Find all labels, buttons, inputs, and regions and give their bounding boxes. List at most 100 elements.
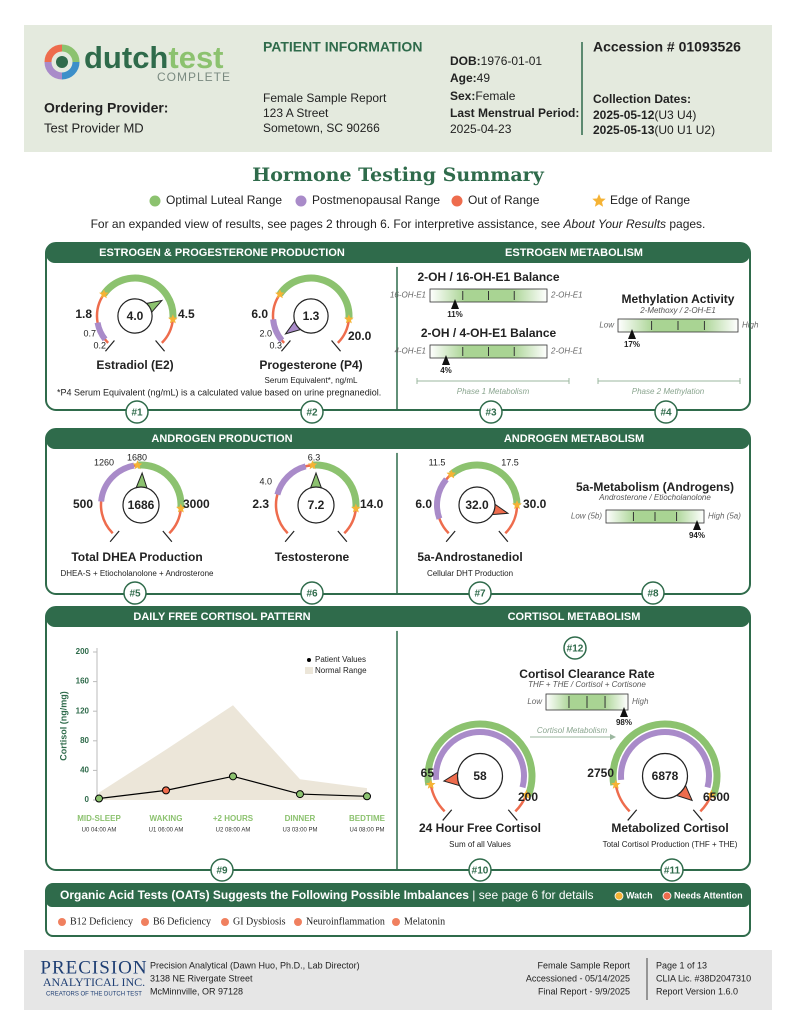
bar-title: Cortisol Clearance Rate <box>519 667 655 681</box>
gauge-value: 58 <box>473 769 487 783</box>
bar-right: High (5a) <box>708 512 741 521</box>
badge-label: #7 <box>474 589 486 600</box>
legend-label: Optimal Luteal Range <box>166 193 282 207</box>
edge-star <box>351 503 361 513</box>
summary-note-part: About Your Results <box>563 217 667 231</box>
footer-report: Final Report - 9/9/2025 <box>538 986 630 996</box>
legend-label: Out of Range <box>468 193 540 207</box>
section-badge <box>654 400 678 424</box>
postmenopausal-arc <box>274 463 307 496</box>
section-badge <box>468 858 492 882</box>
header-background <box>24 25 772 152</box>
bar-sub: Androsterone / Etiocholanolone <box>598 493 711 502</box>
bar-title: 2-OH / 4-OH-E1 Balance <box>421 326 557 340</box>
badge-label: #10 <box>472 866 489 877</box>
patient-field-part: 1976-01-01 <box>481 54 543 68</box>
x-tick-sub: U4 08:00 PM <box>349 828 384 834</box>
section-badge <box>125 400 149 424</box>
x-tick-sub: U3 03:00 PM <box>282 828 317 834</box>
panel-header <box>46 243 750 263</box>
oat-item: GI Dysbiosis <box>233 916 286 927</box>
bar-value: 94% <box>689 531 705 540</box>
bar-title: 5a-Metabolism (Androgens) <box>576 480 734 494</box>
logo-wordmark: dutchtest <box>84 40 224 75</box>
edge-star <box>706 789 717 799</box>
bar-value: 17% <box>624 340 640 349</box>
optimal-arc <box>424 720 536 797</box>
x-tick-label: BEDTIME <box>349 814 386 823</box>
oat-title-part: | <box>469 888 479 902</box>
normal-range <box>99 705 367 800</box>
gauge-value: 4.0 <box>127 309 144 323</box>
range-low: 6.0 <box>415 497 432 511</box>
gauge-center <box>293 298 329 334</box>
oat-item: Neuroinflammation <box>306 916 385 927</box>
bar-marker <box>451 299 459 309</box>
panel-title: ANDROGEN METABOLISM <box>504 433 644 445</box>
section-badge <box>563 636 587 660</box>
bar-right: High <box>742 321 759 330</box>
pm-high: 0.7 <box>83 328 96 338</box>
postmenopausal-arc <box>98 462 135 502</box>
badge-label: #4 <box>660 408 672 419</box>
bar-right: High <box>632 697 649 706</box>
y-tick-label: 0 <box>85 795 90 804</box>
panel-notch <box>392 449 402 453</box>
badge-label: #6 <box>306 589 318 600</box>
x-tick-sub: U0 04:00 AM <box>82 828 117 834</box>
pm-low: 11.5 <box>429 457 446 467</box>
collection-date-part: (U3 U4) <box>654 108 696 122</box>
optimal-arc <box>137 461 185 509</box>
range-low: 2750 <box>587 766 614 780</box>
bar-left: Low <box>527 697 543 706</box>
footnote: *P4 Serum Equivalent (ng/mL) is a calcul… <box>57 387 381 397</box>
optimal-arc <box>609 720 721 797</box>
bar-left: Low <box>599 321 615 330</box>
bar-value: 98% <box>616 718 632 727</box>
section-badge <box>123 581 147 605</box>
oat-item: B6 Deficiency <box>153 916 211 927</box>
range-high: 4.5 <box>178 307 195 321</box>
range-high: 30.0 <box>523 497 547 511</box>
pm-low: 0.3 <box>269 340 282 350</box>
edge-star <box>611 779 621 789</box>
hormone-sub: Total Cortisol Production (THF + THE) <box>603 840 738 849</box>
logo-ring <box>61 44 80 63</box>
badge-label: #3 <box>485 408 497 419</box>
postmenopausal-arc <box>270 318 285 343</box>
hormone-name: Testosterone <box>275 550 350 564</box>
footer-lab: McMinnville, OR 97128 <box>150 986 243 996</box>
edge-star <box>275 289 285 299</box>
oat-title-part: see page 6 for details <box>479 888 594 902</box>
y-tick-label: 80 <box>80 736 89 745</box>
gauge-end <box>284 530 295 543</box>
summary-note-part: For an expanded view of results, see pag… <box>91 217 564 231</box>
logo-core <box>56 56 68 68</box>
y-axis-title: Cortisol (ng/mg) <box>58 691 68 761</box>
optimal-arc <box>101 274 177 320</box>
footer-report: Female Sample Report <box>537 960 630 970</box>
x-tick-label: +2 HOURS <box>213 814 254 823</box>
panel-header <box>46 607 750 627</box>
gauge-value: 7.2 <box>308 498 325 512</box>
footer-lab: 3138 NE Rivergate Street <box>150 973 253 983</box>
out-of-range-arc <box>160 319 175 344</box>
x-tick-sub: U1 06:00 AM <box>149 828 184 834</box>
gauge-end <box>498 530 509 543</box>
legend-point <box>307 658 311 662</box>
badge-label: #8 <box>647 589 659 600</box>
range-high: 3000 <box>183 497 210 511</box>
footer-page: CLIA Lic. #38D2047310 <box>656 973 751 983</box>
gauge-center <box>117 298 153 334</box>
range-high: 14.0 <box>360 497 384 511</box>
oat-item-dot <box>221 918 229 926</box>
legend-label: Patient Values <box>315 655 366 664</box>
oat-title: Organic Acid Tests (OATs) Suggests the F… <box>60 888 594 902</box>
bar-right: 2-OH-E1 <box>550 291 583 300</box>
gauge-center <box>458 486 496 524</box>
hormone-name: 24 Hour Free Cortisol <box>419 821 541 835</box>
range-high: 20.0 <box>348 329 372 343</box>
legend-swatch <box>149 195 161 207</box>
gauge-end <box>337 530 348 543</box>
